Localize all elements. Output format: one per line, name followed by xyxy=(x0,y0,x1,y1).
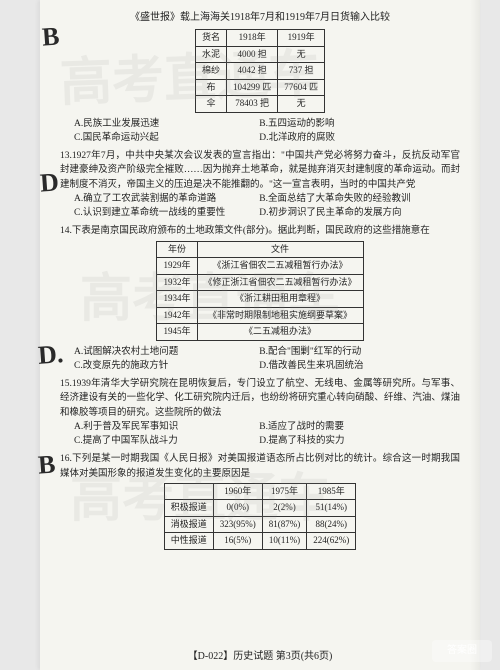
opt-B: B.配合"围剿"红军的行动 xyxy=(259,345,444,359)
th: 1919年 xyxy=(278,30,325,47)
th: 货名 xyxy=(195,30,226,47)
opt-C: C.提高了中国军队战斗力 xyxy=(74,434,259,448)
exam-page: 高考直通车 高考直通车 高考直通车 《盛世报》载上海海关1918年7月和1919… xyxy=(40,0,480,670)
opt-C: C.认识到建立革命统一战线的重要性 xyxy=(74,206,259,220)
edge-shadow xyxy=(470,0,480,670)
corner-watermark: 答案圈 xyxy=(432,640,492,662)
page-footer: 【D-022】历史试题 第3页(共6页) xyxy=(40,649,480,664)
opt-A: A.确立了工农武装割据的革命道路 xyxy=(74,192,259,206)
handwriting-D: D xyxy=(39,167,60,198)
table1-caption: 《盛世报》载上海海关1918年7月和1919年7月日货输入比较 xyxy=(60,10,460,25)
table2: 年份 文件 1929年《浙江省佃农二五减租暂行办法》 1932年《修正浙江省佃农… xyxy=(156,241,363,341)
opt-D: D.借改善民生来巩固统治 xyxy=(259,359,444,373)
q13-stem: 13.1927年7月，中共中央某次会议发表的宣言指出："中国共产党必将努力奋斗，… xyxy=(60,149,460,192)
opt-C: C.改变原先的施政方针 xyxy=(74,359,259,373)
opt-D: D.提高了科技的实力 xyxy=(259,434,444,448)
opt-A: A.试图解决农村土地问题 xyxy=(74,345,259,359)
opt-A: A.民族工业发展迅速 xyxy=(74,117,259,131)
q13-options: A.确立了工农武装割据的革命道路 B.全面总结了大革命失败的经验教训 xyxy=(74,192,460,206)
table1: 货名 1918年 1919年 水泥4000 担无 棉纱4042 担737 担 布… xyxy=(195,29,325,113)
th: 1918年 xyxy=(226,30,277,47)
opt-D: D.初步洞识了民主革命的发展方向 xyxy=(259,206,444,220)
table3: 1960年 1975年 1985年 积极报道0(0%)2(2%)51(14%) … xyxy=(164,483,357,550)
handwriting-B: B xyxy=(37,449,56,480)
q16-stem: 16.下列是某一时期我国《人民日报》对美国报道语态所占比例对比的统计。综合这一时… xyxy=(60,452,460,481)
opt-B: B.五四运动的影响 xyxy=(259,117,444,131)
q12-options: A.民族工业发展迅速 B.五四运动的影响 xyxy=(74,117,460,131)
handwriting-D: D. xyxy=(37,339,64,371)
opt-B: B.适应了战时的需要 xyxy=(259,420,444,434)
q14-stem: 14.下表是南京国民政府颁布的土地政策文件(部分)。据此判断，国民政府的这些措施… xyxy=(60,224,460,238)
q15-options: A.利于普及军民军事知识 B.适应了战时的需要 xyxy=(74,420,460,434)
opt-C: C.国民革命运动兴起 xyxy=(74,131,259,145)
q15-stem: 15.1939年清华大学研究院在昆明恢复后，专门设立了航空、无线电、金属等研究所… xyxy=(60,377,460,420)
opt-B: B.全面总结了大革命失败的经验教训 xyxy=(259,192,444,206)
q14-options: A.试图解决农村土地问题 B.配合"围剿"红军的行动 xyxy=(74,345,460,359)
handwriting-B: B xyxy=(41,21,60,52)
opt-A: A.利于普及军民军事知识 xyxy=(74,420,259,434)
opt-D: D.北洋政府的腐败 xyxy=(259,131,444,145)
